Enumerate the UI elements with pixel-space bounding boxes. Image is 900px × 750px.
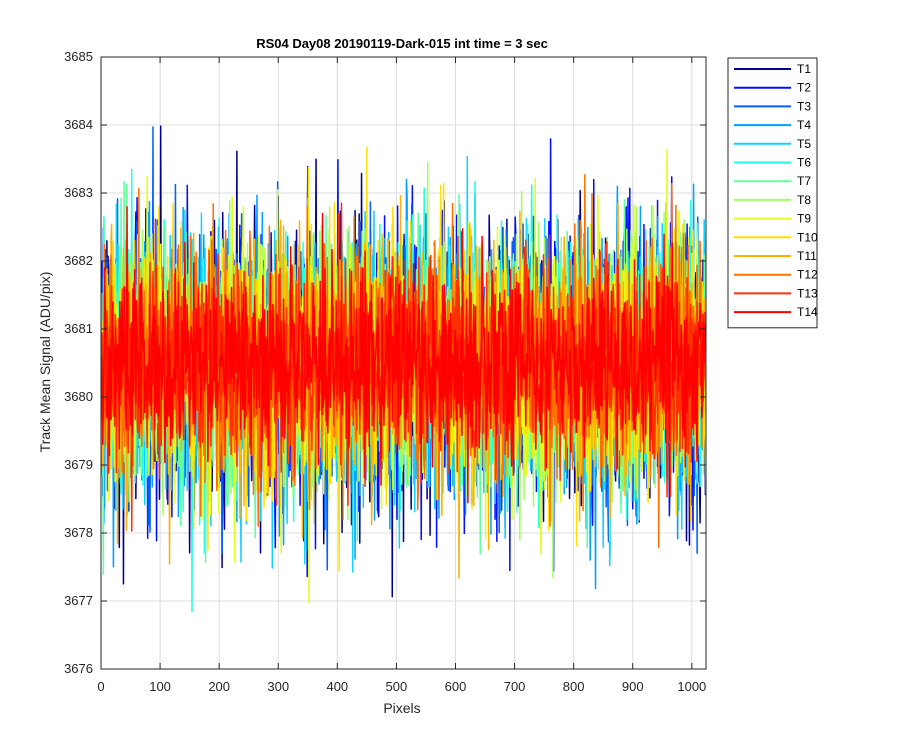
legend-label-t5: T5	[797, 137, 811, 151]
y-tick-label: 3685	[64, 49, 93, 64]
legend-label-t7: T7	[797, 174, 811, 188]
legend-box	[727, 57, 818, 329]
legend-label-t13: T13	[797, 286, 818, 300]
x-axis-ticks: 0 100 200 300 400 500 600 700 800 900 1000	[97, 57, 706, 694]
legend-label-t4: T4	[797, 118, 811, 132]
legend-label-t10: T10	[797, 230, 818, 244]
legend-label-t6: T6	[797, 156, 811, 170]
x-tick-label: 800	[563, 679, 585, 694]
x-tick-label: 300	[267, 679, 289, 694]
legend-label-t2: T2	[797, 81, 811, 95]
x-axis-label: Pixels	[383, 700, 420, 716]
series-line-t14	[101, 205, 706, 504]
x-tick-label: 600	[445, 679, 467, 694]
axes-box	[100, 56, 707, 670]
legend-label-t8: T8	[797, 193, 811, 207]
x-tick-label: 200	[208, 679, 230, 694]
y-axis-label: Track Mean Signal (ADU/pix)	[37, 272, 53, 453]
y-tick-label: 3683	[64, 185, 93, 200]
x-tick-label: 1000	[677, 679, 706, 694]
y-tick-label: 3684	[64, 117, 93, 132]
x-tick-label: 700	[504, 679, 526, 694]
x-tick-label: 100	[149, 679, 171, 694]
y-tick-label: 3676	[64, 661, 93, 676]
chart-title: RS04 Day08 20190119-Dark-015 int time = …	[256, 36, 548, 51]
y-tick-label: 3681	[64, 321, 93, 336]
x-tick-label: 0	[97, 679, 104, 694]
legend: T1 T2 T3 T4 T5 T6 T7 T8 T9 T10 T11 T12 T13 T14	[727, 57, 818, 329]
plot-area	[101, 125, 706, 613]
y-tick-label: 3679	[64, 457, 93, 472]
y-tick-label: 3677	[64, 593, 93, 608]
y-tick-label: 3680	[64, 389, 93, 404]
legend-label-t3: T3	[797, 99, 811, 113]
y-tick-label: 3682	[64, 253, 93, 268]
x-tick-label: 400	[326, 679, 348, 694]
legend-label-t12: T12	[797, 268, 818, 282]
x-tick-label: 500	[386, 679, 408, 694]
legend-label-t14: T14	[797, 305, 818, 319]
y-axis-ticks: 3676 3677 3678 3679 3680 3681 3682 3683 3684 3685	[64, 49, 706, 676]
x-tick-label: 900	[622, 679, 644, 694]
legend-label-t9: T9	[797, 212, 811, 226]
legend-label-t1: T1	[797, 62, 811, 76]
legend-label-t11: T11	[797, 249, 817, 263]
y-tick-label: 3678	[64, 525, 93, 540]
